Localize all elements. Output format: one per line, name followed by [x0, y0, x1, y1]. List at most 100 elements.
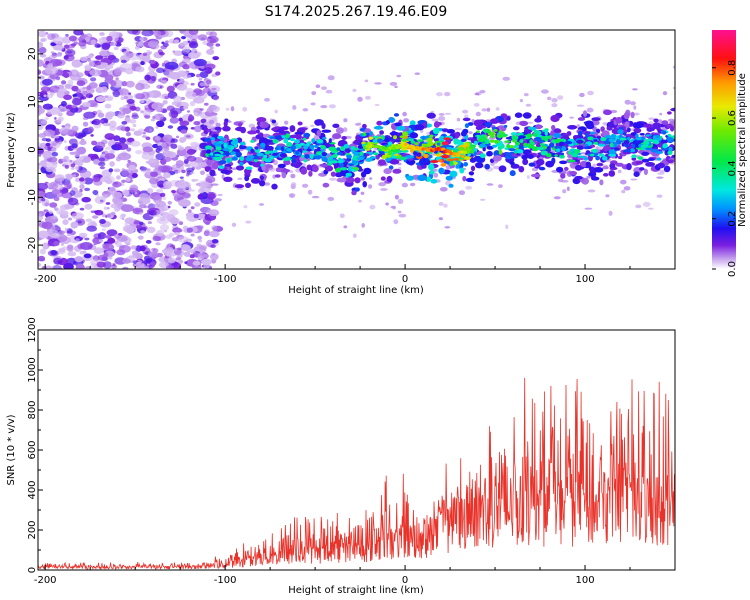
noise-blob: [134, 262, 146, 269]
noise-blob: [45, 167, 55, 173]
noise-blob: [145, 160, 151, 164]
ridge-core-blob: [231, 156, 238, 161]
faint-blob: [438, 113, 445, 116]
ridge-core-blob: [536, 146, 545, 151]
ridge-core-blob: [511, 135, 516, 140]
ridge-halo-blob: [383, 168, 392, 175]
ridge-core-blob: [617, 129, 624, 135]
noise-blob: [67, 233, 71, 237]
noise-blob: [208, 230, 220, 238]
ridge-core-blob: [348, 163, 355, 166]
ridge-halo-blob: [445, 175, 453, 181]
faint-blob: [562, 189, 567, 194]
faint-blob: [231, 222, 237, 227]
faint-blob: [210, 183, 219, 186]
faint-blob: [374, 103, 380, 107]
snr-xlabel: Height of straight line (km): [288, 585, 424, 596]
faint-blob: [566, 186, 570, 192]
noise-blob: [174, 181, 188, 189]
ridge-halo-blob: [244, 175, 250, 182]
ridge-core-blob: [501, 143, 505, 149]
noise-blob: [53, 257, 63, 265]
ridge-halo-blob: [475, 162, 484, 169]
noise-blob: [38, 41, 44, 49]
ridge-core-blob: [510, 132, 518, 136]
ridge-halo-blob: [591, 175, 597, 179]
noise-blob: [171, 189, 176, 194]
ridge-core-blob: [314, 144, 319, 148]
noise-blob: [131, 250, 139, 256]
noise-blob: [188, 41, 199, 49]
noise-blob: [57, 112, 63, 117]
faint-blob: [557, 95, 564, 100]
ridge-halo-blob: [615, 116, 623, 124]
noise-blob: [113, 135, 121, 142]
ridge-core-blob: [445, 146, 453, 150]
noise-blob: [126, 226, 135, 235]
y-tick-label: 20: [27, 48, 38, 61]
faint-blob: [656, 194, 663, 198]
noise-blob: [140, 99, 145, 104]
ridge-core-blob: [539, 143, 546, 146]
noise-blob: [70, 43, 77, 47]
ridge-halo-blob: [492, 155, 502, 162]
faint-blob: [290, 173, 296, 179]
faint-blob: [292, 105, 297, 110]
noise-blob: [125, 80, 135, 88]
noise-blob: [203, 230, 211, 237]
noise-blob: [57, 52, 63, 56]
noise-blob: [41, 137, 48, 142]
noise-blob: [195, 166, 201, 170]
ridge-core-blob: [635, 133, 639, 139]
faint-blob: [313, 134, 318, 139]
noise-blob: [183, 105, 189, 110]
noise-blob: [81, 96, 85, 100]
noise-blob: [162, 157, 172, 162]
noise-blob: [135, 82, 145, 91]
snr-y-ticks: 0 200 400 600 800 1000 1200: [27, 317, 43, 573]
ridge-core-blob: [286, 142, 293, 147]
ridge-halo-blob: [464, 123, 469, 129]
faint-blob: [309, 124, 315, 128]
noise-blob: [125, 177, 131, 182]
ridge-halo-blob: [433, 121, 440, 128]
noise-blob: [215, 71, 221, 76]
ridge-core-blob: [600, 137, 607, 142]
ridge-core-blob: [514, 141, 521, 146]
noise-blob: [142, 52, 147, 57]
noise-blob: [75, 177, 80, 183]
noise-blob: [197, 252, 206, 258]
ridge-core-blob: [441, 154, 450, 159]
colorbar-gradient: [712, 30, 736, 269]
ridge-halo-blob: [670, 125, 675, 132]
ridge-halo-blob: [603, 109, 612, 116]
noise-blob: [196, 225, 204, 230]
ridge-halo-blob: [222, 125, 231, 132]
noise-blob: [59, 204, 70, 211]
noise-blob: [38, 46, 47, 54]
noise-blob: [190, 171, 195, 174]
faint-blob: [630, 178, 638, 181]
faint-blob: [587, 90, 594, 96]
noise-blob: [83, 111, 96, 119]
noise-blob: [47, 112, 51, 115]
noise-blob: [121, 169, 133, 177]
faint-blob: [208, 119, 215, 125]
noise-blob: [99, 119, 104, 123]
noise-blob: [155, 135, 161, 141]
faint-blob: [369, 204, 376, 210]
ridge-core-blob: [205, 149, 212, 154]
ridge-core-blob: [656, 137, 662, 141]
noise-blob: [49, 202, 58, 208]
noise-blob: [122, 189, 130, 196]
noise-blob: [188, 114, 193, 118]
faint-blob: [273, 124, 277, 127]
ridge-halo-blob: [297, 121, 303, 126]
ridge-halo-blob: [522, 112, 532, 119]
noise-blob: [113, 168, 121, 173]
noise-blob: [104, 234, 110, 239]
noise-blob: [67, 251, 77, 257]
ridge-core-blob: [356, 156, 365, 161]
faint-blob: [442, 131, 447, 134]
faint-blob: [302, 108, 309, 112]
